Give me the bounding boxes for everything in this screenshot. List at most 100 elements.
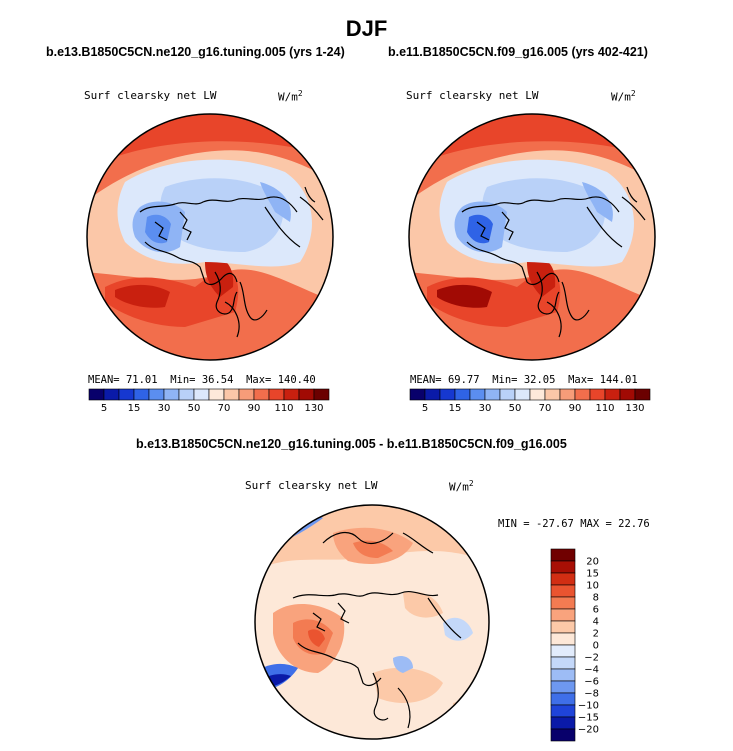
panel2-colorbar-swatch xyxy=(559,388,576,401)
diff-colorbar-tick-label: −6 xyxy=(584,677,599,688)
diff-colorbar-swatch xyxy=(550,596,576,610)
diff-colorbar-tick-label: −4 xyxy=(584,665,599,676)
panel2-colorbar-tick-label: 30 xyxy=(479,403,492,414)
panel1-colorbar-tick-label: 30 xyxy=(158,403,171,414)
diff-max-label: MAX = xyxy=(580,518,612,530)
panel2-mean-label: MEAN= xyxy=(410,374,442,386)
diff-min-label: MIN = xyxy=(498,518,530,530)
panel1-colorbar-tick-label: 15 xyxy=(128,403,141,414)
diff-colorbar-swatch xyxy=(550,560,576,574)
panel2-units: W/m2 xyxy=(611,89,636,104)
panel1-colorbar-tick-label: 90 xyxy=(248,403,261,414)
panel1-colorbar-tick-label: 50 xyxy=(188,403,201,414)
panel1-colorbar-tick-label: 110 xyxy=(274,403,293,414)
panel2-mean: 69.77 xyxy=(447,374,480,386)
panel2-max: 144.01 xyxy=(599,374,638,386)
panel2-colorbar-tick-label: 130 xyxy=(625,403,644,414)
panel2-colorbar-tick-label: 90 xyxy=(569,403,582,414)
diff-max: 22.76 xyxy=(618,518,650,530)
panel1-colorbar-swatch xyxy=(193,388,210,401)
panel2-colorbar-swatch xyxy=(574,388,591,401)
diff-colorbar-swatch xyxy=(550,620,576,634)
panel2-title: b.e11.B1850C5CN.f09_g16.005 (yrs 402-421… xyxy=(388,45,648,59)
diff-map xyxy=(254,504,490,740)
panel2-colorbar-swatch xyxy=(409,388,426,401)
panel1-title: b.e13.B1850C5CN.ne120_g16.tuning.005 (yr… xyxy=(46,45,345,59)
panel2-colorbar-tick-label: 70 xyxy=(539,403,552,414)
panel2-colorbar-swatch xyxy=(499,388,516,401)
diff-stats: MIN = -27.67 MAX = 22.76 xyxy=(498,518,650,530)
diff-min: -27.67 xyxy=(535,518,574,530)
panel1-max: 140.40 xyxy=(277,374,316,386)
diff-colorbar-swatch xyxy=(550,644,576,658)
panel2-colorbar-swatch xyxy=(544,388,561,401)
panel2-colorbar-swatch xyxy=(469,388,486,401)
panel2-colorbar-tick-label: 5 xyxy=(422,403,428,414)
diff-colorbar-swatch xyxy=(550,728,576,742)
diff-panel-title: b.e13.B1850C5CN.ne120_g16.tuning.005 - b… xyxy=(136,437,567,451)
panel2-min: 32.05 xyxy=(523,374,556,386)
panel2-max-label: Max= xyxy=(568,374,594,386)
panel1-colorbar-swatch xyxy=(118,388,135,401)
panel1-colorbar-tick-label: 130 xyxy=(304,403,323,414)
diff-colorbar-swatch xyxy=(550,548,576,562)
diff-colorbar-tick-label: 10 xyxy=(586,581,599,592)
panel2-colorbar: 5 15 30 50 70 90 110 130 xyxy=(409,388,651,414)
panel2-stats: MEAN= 69.77 Min= 32.05 Max= 144.01 xyxy=(410,374,638,386)
panel1-colorbar-swatch xyxy=(238,388,255,401)
panel1-min-label: Min= xyxy=(170,374,196,386)
panel2-colorbar-swatch xyxy=(454,388,471,401)
panel2-min-label: Min= xyxy=(492,374,518,386)
panel2-colorbar-swatch xyxy=(634,388,651,401)
panel2-variable-label: Surf clearsky net LW xyxy=(406,89,539,102)
panel1-stats: MEAN= 71.01 Min= 36.54 Max= 140.40 xyxy=(88,374,316,386)
panel1-colorbar-swatch xyxy=(283,388,300,401)
panel1-colorbar-swatch xyxy=(148,388,165,401)
diff-colorbar-swatch xyxy=(550,692,576,706)
diff-colorbar-swatch xyxy=(550,704,576,718)
panel2-colorbar-swatch xyxy=(424,388,441,401)
figure-title: DJF xyxy=(345,16,388,41)
panel1-min: 36.54 xyxy=(201,374,234,386)
diff-colorbar-tick-label: −10 xyxy=(578,701,599,712)
panel2-colorbar-swatch xyxy=(514,388,531,401)
diff-variable-label: Surf clearsky net LW xyxy=(245,479,378,492)
panel1-mean: 71.01 xyxy=(125,374,158,386)
panel2-colorbar-swatch xyxy=(439,388,456,401)
panel2-colorbar-tick-label: 15 xyxy=(449,403,462,414)
panel1-colorbar-swatch xyxy=(163,388,180,401)
diff-colorbar-tick-label: 15 xyxy=(586,569,599,580)
diff-colorbar-tick-label: 8 xyxy=(593,593,599,604)
panel1-colorbar-swatch xyxy=(88,388,105,401)
panel1-colorbar-swatch xyxy=(253,388,270,401)
diff-colorbar-tick-label: 20 xyxy=(586,557,599,568)
panel1-units: W/m2 xyxy=(278,89,303,104)
diff-colorbar-tick-label: −15 xyxy=(578,713,599,724)
diff-colorbar-swatch xyxy=(550,656,576,670)
diff-colorbar-swatch xyxy=(550,584,576,598)
panel1-map xyxy=(86,113,334,361)
panel1-colorbar-swatch xyxy=(178,388,195,401)
panel2-colorbar-swatch xyxy=(604,388,621,401)
diff-colorbar-swatch xyxy=(550,668,576,682)
panel2-colorbar-tick-label: 50 xyxy=(509,403,522,414)
panel1-colorbar-swatch xyxy=(313,388,330,401)
diff-colorbar-tick-label: 0 xyxy=(593,641,599,652)
panel1-colorbar-swatch xyxy=(103,388,120,401)
diff-colorbar-swatch xyxy=(550,680,576,694)
diff-colorbar-swatch xyxy=(550,716,576,730)
panel1-colorbar: 5 15 30 50 70 90 110 130 xyxy=(88,388,330,414)
diff-colorbar-tick-label: 2 xyxy=(593,629,599,640)
panel1-colorbar-tick-label: 70 xyxy=(218,403,231,414)
diff-colorbar-tick-label: 4 xyxy=(593,617,599,628)
diff-colorbar-swatch xyxy=(550,608,576,622)
diff-units: W/m2 xyxy=(449,479,474,494)
panel1-colorbar-tick-label: 5 xyxy=(101,403,107,414)
panel1-colorbar-swatch xyxy=(268,388,285,401)
diff-colorbar-tick-label: −2 xyxy=(584,653,599,664)
panel2-colorbar-swatch xyxy=(484,388,501,401)
diff-colorbar-swatch xyxy=(550,632,576,646)
panel2-colorbar-swatch xyxy=(529,388,546,401)
panel2-colorbar-tick-label: 110 xyxy=(595,403,614,414)
panel1-colorbar-swatch xyxy=(133,388,150,401)
